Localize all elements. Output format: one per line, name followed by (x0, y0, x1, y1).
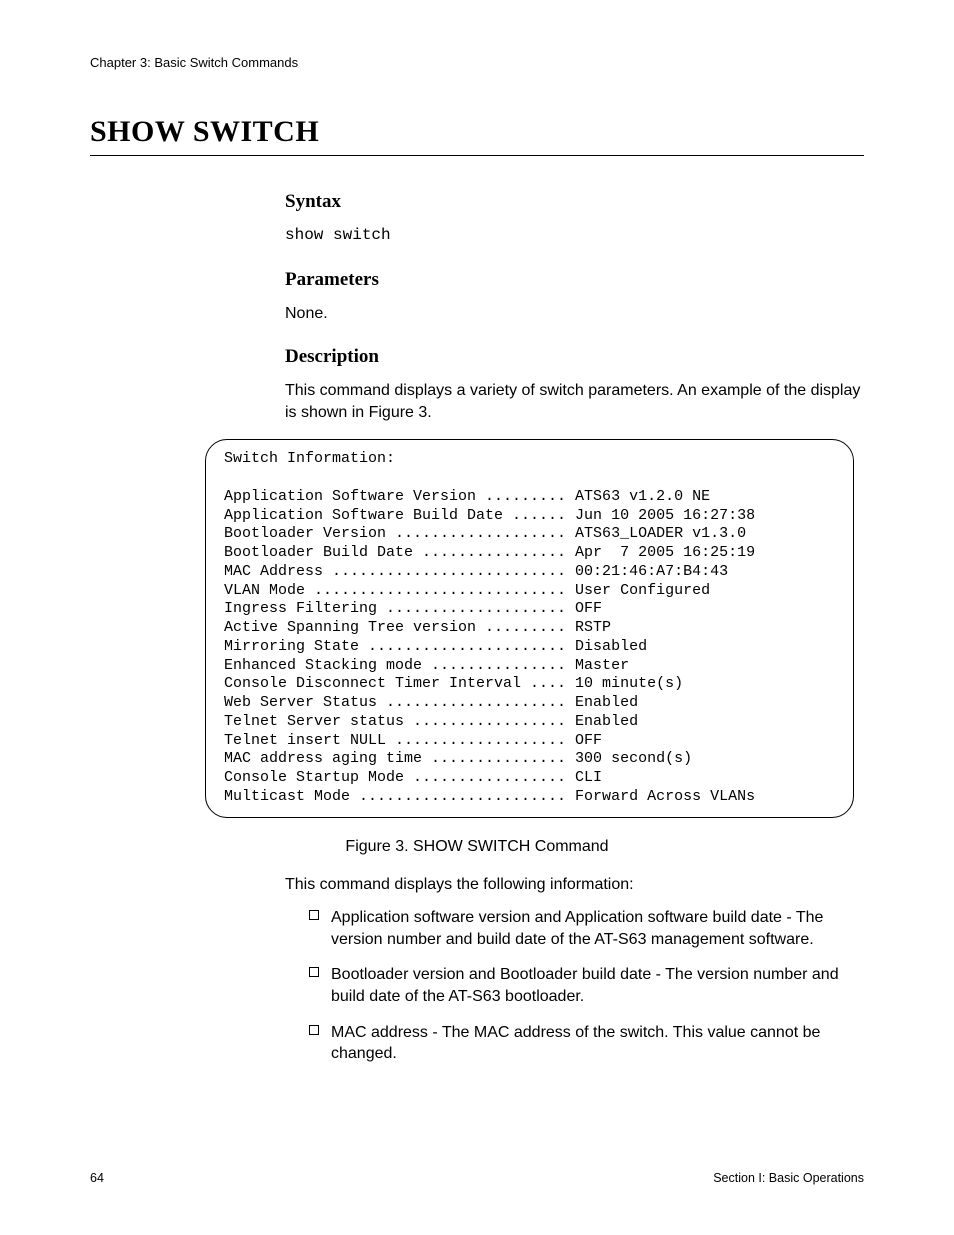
square-bullet-icon (309, 967, 319, 977)
section-label: Section I: Basic Operations (713, 1171, 864, 1185)
parameters-heading: Parameters (285, 269, 864, 291)
post-figure-text: This command displays the following info… (285, 874, 864, 896)
info-bullet-item: MAC address - The MAC address of the swi… (309, 1022, 864, 1065)
switch-info-output: Switch Information: Application Software… (205, 439, 854, 817)
bullet-text: MAC address - The MAC address of the swi… (331, 1024, 820, 1063)
syntax-text: show switch (285, 225, 864, 247)
info-bullet-item: Bootloader version and Bootloader build … (309, 964, 864, 1007)
info-bullet-item: Application software version and Applica… (309, 907, 864, 950)
page-title: SHOW SWITCH (90, 115, 864, 156)
page-number: 64 (90, 1171, 104, 1185)
chapter-header: Chapter 3: Basic Switch Commands (90, 55, 864, 70)
description-heading: Description (285, 346, 864, 368)
square-bullet-icon (309, 910, 319, 920)
parameters-text: None. (285, 303, 864, 325)
syntax-heading: Syntax (285, 191, 864, 213)
info-bullet-list: Application software version and Applica… (285, 907, 864, 1065)
bullet-text: Application software version and Applica… (331, 909, 823, 948)
square-bullet-icon (309, 1025, 319, 1035)
description-text: This command displays a variety of switc… (285, 380, 864, 423)
bullet-text: Bootloader version and Bootloader build … (331, 966, 839, 1005)
figure-caption: Figure 3. SHOW SWITCH Command (90, 838, 864, 856)
